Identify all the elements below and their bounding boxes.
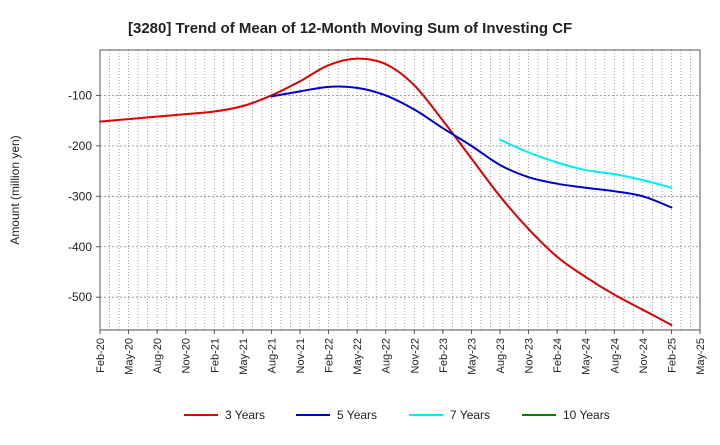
x-tick-label: Nov-21 xyxy=(295,338,307,373)
x-tick-label: Nov-22 xyxy=(409,338,421,373)
x-tick-label: Feb-22 xyxy=(324,338,336,373)
x-tick-label: May-25 xyxy=(695,338,707,375)
legend-label-10-years: 10 Years xyxy=(563,408,610,422)
x-tick-label: Aug-20 xyxy=(152,338,164,373)
x-tick-label: Feb-20 xyxy=(95,338,107,373)
grid xyxy=(100,50,700,330)
x-tick-label: May-20 xyxy=(124,338,136,375)
series-line-7-years xyxy=(499,138,673,189)
legend-label-3-years: 3 Years xyxy=(225,408,265,422)
y-tick-label: -400 xyxy=(68,240,92,254)
y-axis-label: Amount (million yen) xyxy=(8,135,22,244)
series-line-3-years xyxy=(99,57,673,326)
x-tick-label: Aug-22 xyxy=(381,338,393,373)
chart-title: [3280] Trend of Mean of 12-Month Moving … xyxy=(128,20,572,37)
x-tick-label: Feb-24 xyxy=(552,338,564,373)
x-tick-label: Nov-20 xyxy=(181,338,193,373)
x-tick-label: Aug-21 xyxy=(266,338,278,373)
x-tick-label: Aug-23 xyxy=(495,338,507,373)
x-tick-label: May-23 xyxy=(466,338,478,375)
plot-frame xyxy=(99,49,701,331)
legend-label-5-years: 5 Years xyxy=(337,408,377,422)
series-lines xyxy=(99,57,673,326)
y-axis-ticks: -100 -200 -300 -400 -500 xyxy=(68,88,100,304)
x-tick-label: Nov-23 xyxy=(524,338,536,373)
x-tick-label: Nov-24 xyxy=(638,338,650,373)
x-tick-label: Feb-25 xyxy=(666,338,678,373)
x-tick-label: Feb-23 xyxy=(438,338,450,373)
x-tick-label: May-22 xyxy=(352,338,364,375)
x-tick-label: May-24 xyxy=(581,338,593,375)
legend-label-7-years: 7 Years xyxy=(450,408,490,422)
x-tick-label: Feb-21 xyxy=(209,338,221,373)
legend: 3 Years 5 Years 7 Years 10 Years xyxy=(184,408,610,422)
x-tick-label: Aug-24 xyxy=(609,338,621,373)
x-tick-label: May-21 xyxy=(238,338,250,375)
x-axis-ticks: Feb-20 May-20 Aug-20 Nov-20 Feb-21 May-21 Aug-… xyxy=(95,330,707,375)
series-line-5-years xyxy=(270,85,673,209)
y-tick-label: -300 xyxy=(68,189,92,203)
y-tick-label: -200 xyxy=(68,139,92,153)
y-tick-label: -500 xyxy=(68,290,92,304)
y-tick-label: -100 xyxy=(68,88,92,102)
